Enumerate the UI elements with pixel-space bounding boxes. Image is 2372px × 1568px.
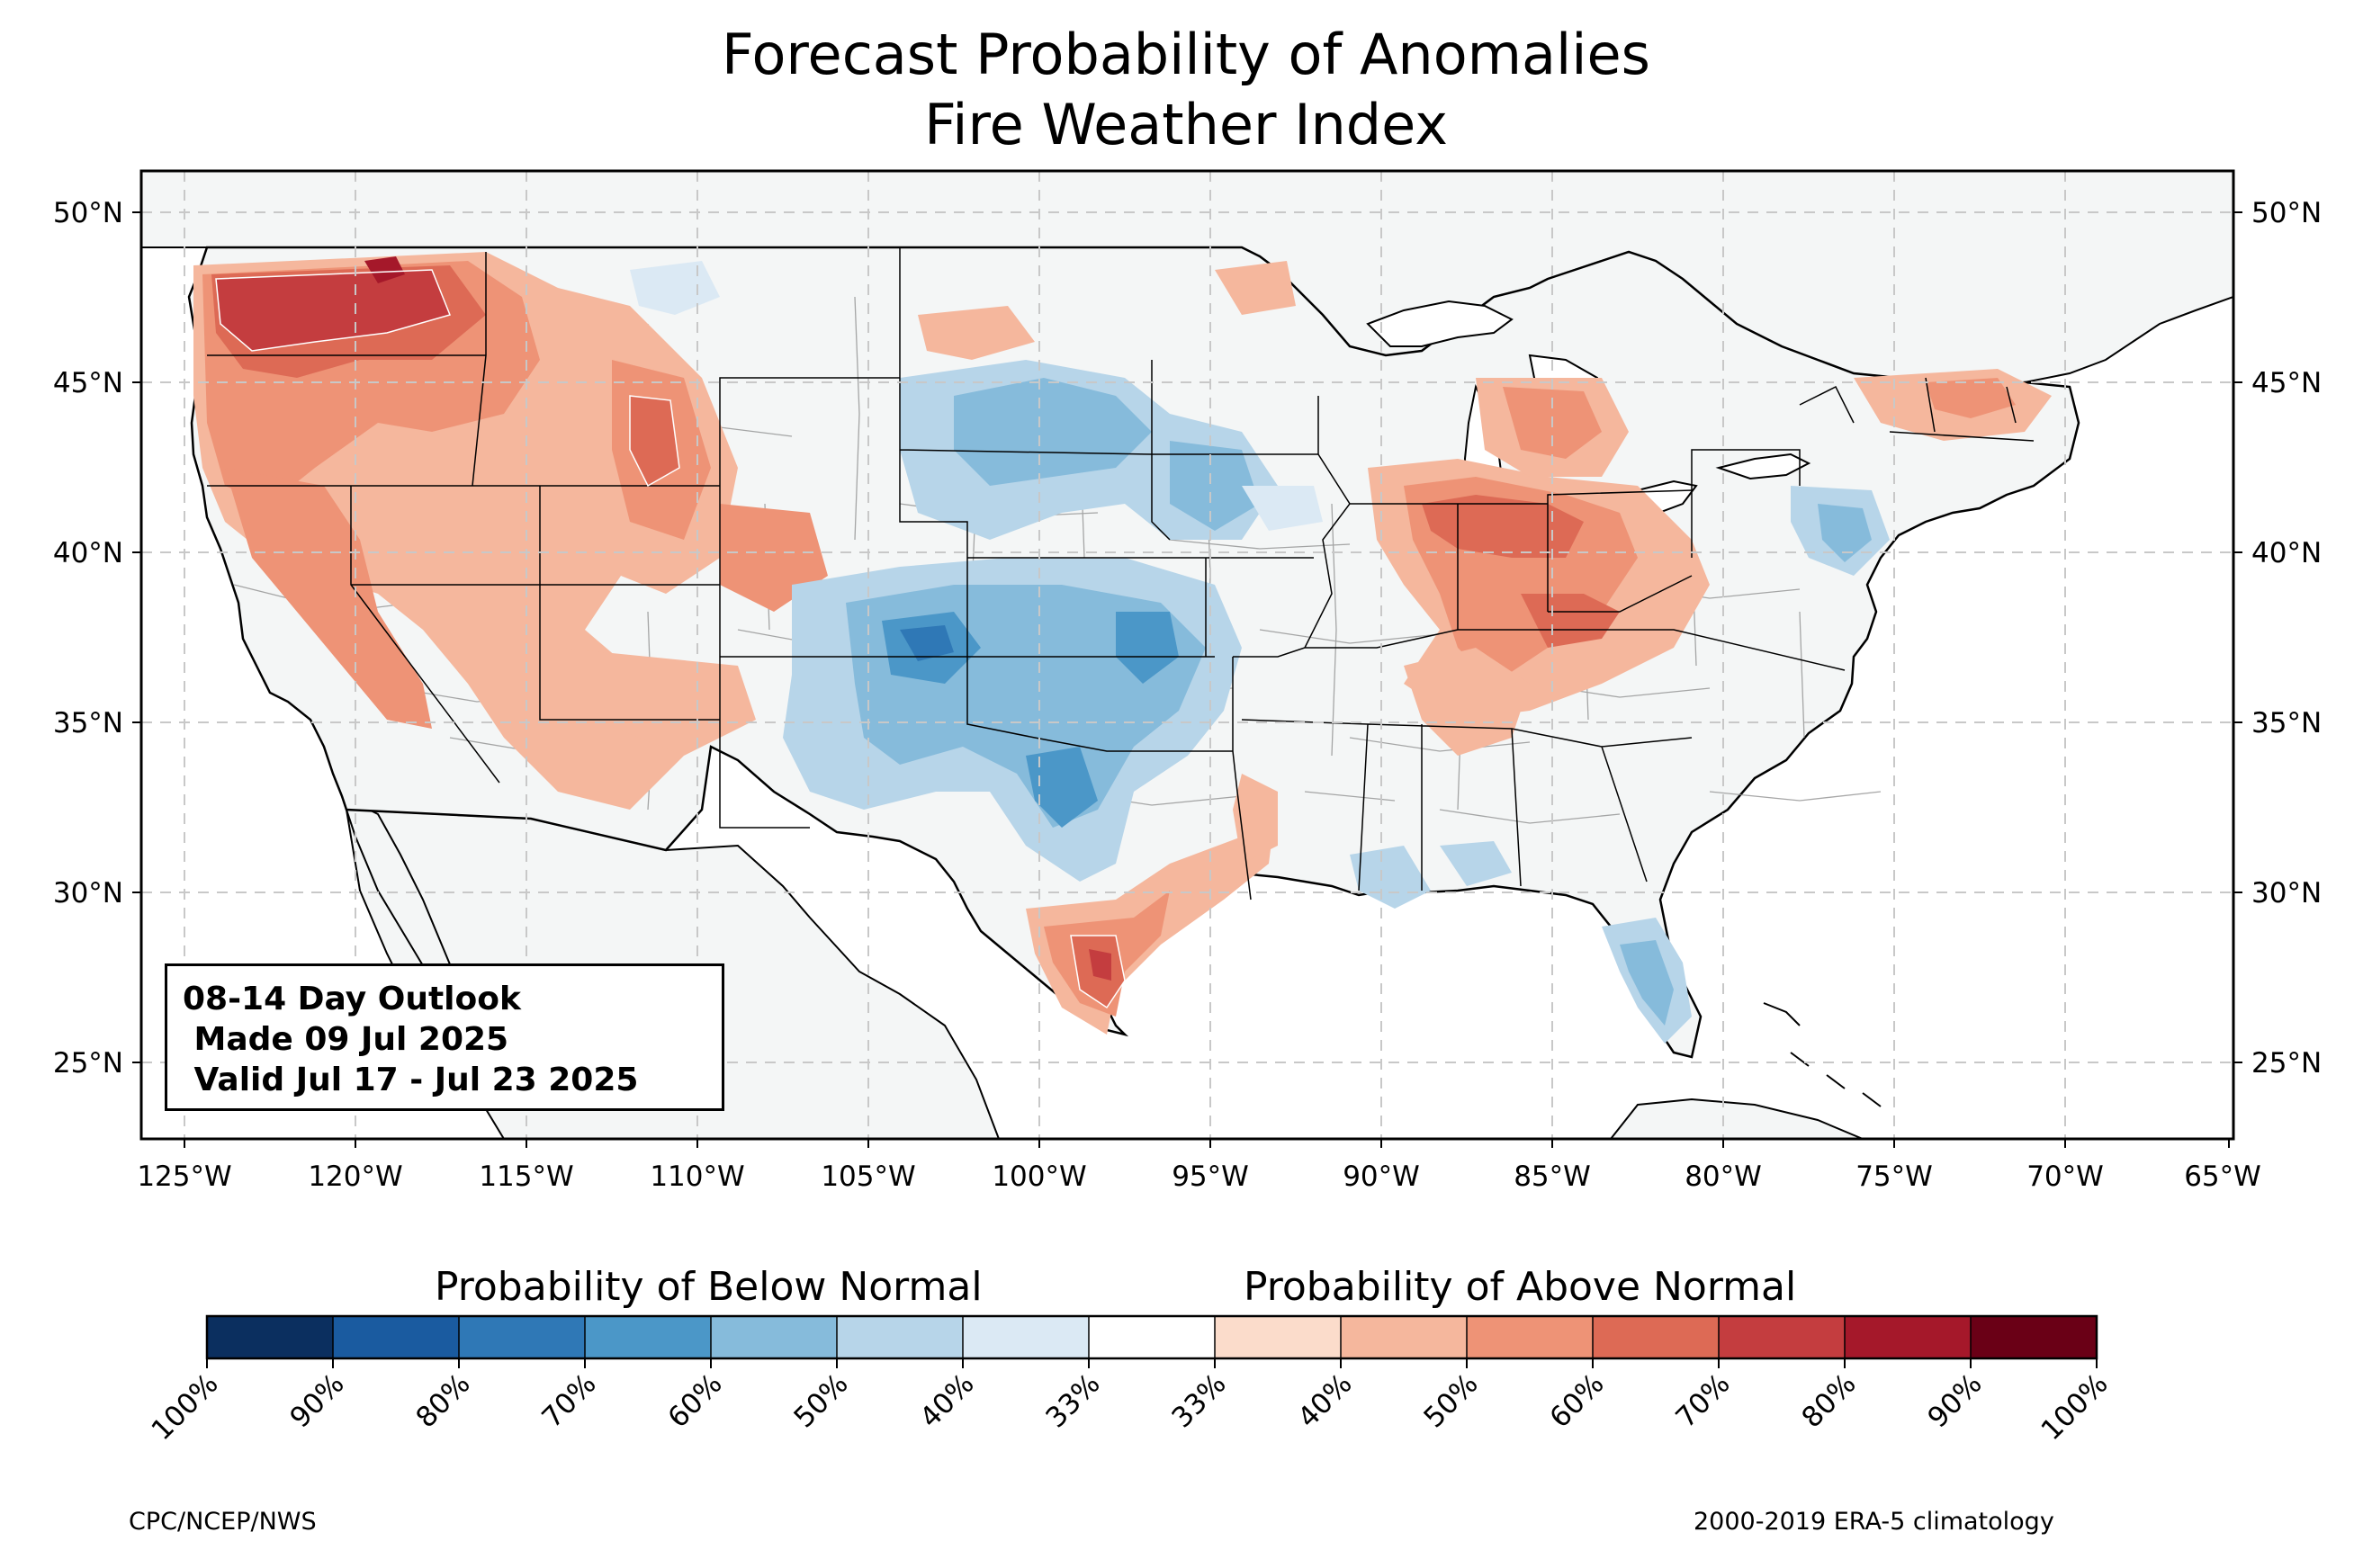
colorbar-cell	[1215, 1316, 1342, 1358]
title-line-1: Forecast Probability of Anomalies	[722, 22, 1650, 87]
colorbar-tick-label: 40%	[913, 1367, 980, 1434]
lat-label-right: 45°N	[2251, 367, 2322, 399]
cuba-island	[1609, 1098, 1864, 1139]
lon-label: 95°W	[1172, 1160, 1249, 1193]
colorbar-tick-label: 33%	[1039, 1367, 1106, 1434]
lat-label-left: 30°N	[53, 877, 123, 909]
lon-label: 65°W	[2184, 1160, 2261, 1193]
colorbar-cell	[1467, 1316, 1594, 1358]
below-normal-heading: Probability of Below Normal	[435, 1264, 983, 1310]
lon-label: 80°W	[1685, 1160, 1762, 1193]
colorbar-tick-label: 50%	[787, 1367, 854, 1434]
colorbar-cell	[1089, 1316, 1216, 1358]
colorbar-cell	[1341, 1316, 1468, 1358]
lat-label-right: 50°N	[2251, 197, 2322, 229]
colorbar-cell	[585, 1316, 712, 1358]
colorbar-tick-label: 33%	[1165, 1367, 1232, 1434]
gridlines	[141, 171, 2233, 1139]
lat-label-left: 50°N	[53, 197, 123, 229]
colorbar-cell	[963, 1316, 1090, 1358]
colorbar-tick-label: 50%	[1417, 1367, 1484, 1434]
lat-label-right: 35°N	[2251, 707, 2322, 739]
above-normal-shading	[193, 252, 2052, 1035]
lat-label-left: 45°N	[53, 367, 123, 399]
lon-label: 100°W	[992, 1160, 1086, 1193]
lat-label-right: 30°N	[2251, 877, 2322, 909]
bahamas-islands	[1763, 1002, 1882, 1107]
map-title: Forecast Probability of Anomalies Fire W…	[0, 20, 2372, 160]
lat-label-left: 25°N	[53, 1047, 123, 1080]
colorbar-tick-label: 90%	[1921, 1367, 1988, 1434]
colorbar-tick-label: 70%	[535, 1367, 602, 1434]
colorbar-cell	[837, 1316, 964, 1358]
colorbar-tick-label: 100%	[2035, 1367, 2115, 1447]
latitude-labels: 50°N 50°N 45°N 45°N 40°N 40°N 35°N 35°N …	[53, 197, 2322, 1080]
lon-label: 70°W	[2026, 1160, 2104, 1193]
lat-label-right: 40°N	[2251, 537, 2322, 569]
lat-label-left: 35°N	[53, 707, 123, 739]
colorbar-tick-label: 70%	[1669, 1367, 1736, 1434]
lon-label: 115°W	[479, 1160, 573, 1193]
colorbar-cell	[459, 1316, 586, 1358]
lon-label: 110°W	[650, 1160, 744, 1193]
colorbar-cell	[1845, 1316, 1972, 1358]
colorbar-tick-label: 40%	[1291, 1367, 1358, 1434]
title-line-2: Fire Weather Index	[924, 92, 1448, 157]
longitude-labels: 125°W 120°W 115°W 110°W 105°W 100°W 95°W…	[137, 1160, 2260, 1193]
colorbar: 100% 90% 80% 70% 60% 50% 40% 33% 33% 40% 50% 60% 70%…	[146, 1314, 2115, 1447]
outlook-info-box: 08-14 Day Outlook Made 09 Jul 2025 Valid…	[165, 963, 724, 1111]
outlook-made-date: Made 09 Jul 2025	[183, 1021, 509, 1058]
outlook-period: 08-14 Day Outlook	[183, 981, 521, 1017]
outlook-valid-range: Valid Jul 17 - Jul 23 2025	[183, 1062, 639, 1098]
colorbar-cell	[333, 1316, 460, 1358]
colorbar-frame	[205, 1314, 2098, 1360]
colorbar-tick-label: 60%	[1543, 1367, 1610, 1434]
colorbar-cell	[1719, 1316, 1846, 1358]
map-frame	[139, 169, 2235, 1141]
above-normal-heading: Probability of Above Normal	[1244, 1264, 1797, 1310]
lon-label: 90°W	[1343, 1160, 1420, 1193]
lon-label: 125°W	[137, 1160, 231, 1193]
colorbar-tick-label: 100%	[146, 1367, 225, 1447]
colorbar-cell	[1593, 1316, 1720, 1358]
lon-label: 85°W	[1514, 1160, 1591, 1193]
colorbar-tick-label: 90%	[283, 1367, 350, 1434]
colorbar-tick-label: 80%	[409, 1367, 476, 1434]
colorbar-cell	[207, 1316, 334, 1358]
lon-label: 75°W	[1855, 1160, 1933, 1193]
lat-label-left: 40°N	[53, 537, 123, 569]
credit-right: 2000-2019 ERA-5 climatology	[1694, 1508, 2054, 1536]
lon-label: 120°W	[308, 1160, 402, 1193]
lat-label-right: 25°N	[2251, 1047, 2322, 1080]
colorbar-cell	[711, 1316, 838, 1358]
lon-label: 105°W	[821, 1160, 915, 1193]
below-normal-shading	[630, 261, 1890, 1044]
probability-contours	[215, 269, 1126, 1009]
colorbar-tick-label: 60%	[661, 1367, 728, 1434]
colorbar-cell	[1971, 1316, 2098, 1358]
axis-ticks	[132, 211, 2242, 1148]
colorbar-tick-label: 80%	[1795, 1367, 1862, 1434]
credit-left: CPC/NCEP/NWS	[129, 1508, 317, 1536]
state-borders	[207, 247, 2035, 900]
